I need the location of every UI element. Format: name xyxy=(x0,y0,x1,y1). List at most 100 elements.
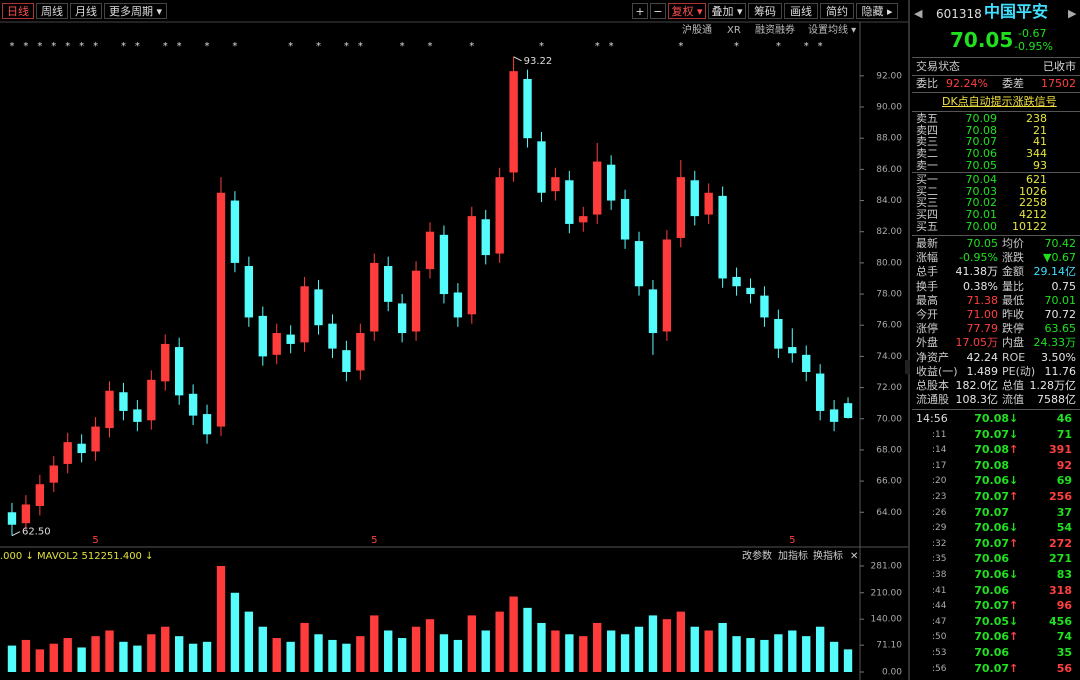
stat-label: 总手 xyxy=(916,265,938,279)
period-tab[interactable]: 日线 xyxy=(2,3,34,19)
toolbar-button[interactable]: + xyxy=(632,3,648,19)
sub-button[interactable]: 融资融券 xyxy=(755,25,795,36)
volume-bar xyxy=(815,626,825,672)
event-marker: * xyxy=(316,41,321,52)
stat-label: 流通股 xyxy=(916,393,949,407)
price: 70.05 xyxy=(950,28,1014,52)
toolbar-button[interactable]: 筹码 xyxy=(748,3,782,19)
event-marker: * xyxy=(121,41,126,52)
stat-label: 均价 xyxy=(1002,237,1024,250)
volume-button[interactable]: 改参数 xyxy=(742,549,772,562)
book-label: 买四 xyxy=(916,208,938,222)
candle-body xyxy=(7,512,17,525)
candle-body xyxy=(634,241,644,287)
volume-bar xyxy=(774,634,783,672)
y-tick-label: 68.00 xyxy=(876,445,902,455)
tick-price: 70.08 xyxy=(974,458,1009,472)
tick-direction: ↓ xyxy=(1009,614,1019,628)
tick-price: 70.06 xyxy=(974,521,1009,535)
volume-bar xyxy=(105,630,114,672)
annotation-line xyxy=(513,56,522,62)
stat-value: 11.76 xyxy=(1044,364,1077,378)
nav-prev[interactable]: ◀ xyxy=(914,7,923,20)
volume-bar xyxy=(258,626,267,672)
volume-button[interactable]: 加指标 xyxy=(778,549,808,562)
event-marker: * xyxy=(804,41,809,52)
volume-bar xyxy=(175,636,184,672)
tick-direction: ↑ xyxy=(1009,599,1019,613)
volume-bar xyxy=(509,596,518,672)
event-marker: * xyxy=(205,41,210,52)
stat-value: 63.65 xyxy=(1044,322,1077,336)
volume-button[interactable]: 换指标 xyxy=(813,549,843,562)
tick-time: :41 xyxy=(932,585,947,596)
volume-button[interactable]: ✕ xyxy=(850,551,858,562)
divider xyxy=(912,92,1080,93)
tick-time: :47 xyxy=(932,616,947,627)
candle-body xyxy=(147,379,156,421)
stat-value: 7588亿 xyxy=(1037,393,1076,407)
candle-body xyxy=(774,318,783,349)
y-tick-label: 88.00 xyxy=(876,134,902,144)
book-label: 卖五 xyxy=(916,112,938,125)
nav-next[interactable]: ▶ xyxy=(1068,7,1077,20)
stat-value: 70.72 xyxy=(1044,308,1077,321)
event-marker: * xyxy=(177,41,182,52)
book-label: 卖三 xyxy=(916,135,938,149)
tick-time: :11 xyxy=(932,429,947,440)
candle-body xyxy=(258,315,267,357)
signal-link[interactable]: DK点自动提示涨跌信号 xyxy=(942,95,1057,108)
toolbar-button[interactable]: 画线 xyxy=(784,3,818,19)
volume-bar xyxy=(606,630,616,672)
divider xyxy=(912,172,1080,173)
toolbar-button[interactable]: 简约 xyxy=(820,3,854,19)
tick-price: 70.06 xyxy=(974,474,1009,488)
collapse-handle[interactable] xyxy=(905,360,910,374)
event-marker: * xyxy=(344,41,349,52)
volume-bar xyxy=(397,638,407,672)
tick-time: :23 xyxy=(932,492,947,502)
volume-bar xyxy=(802,636,811,672)
toolbar-button[interactable]: 复权 ▾ xyxy=(668,3,706,19)
sub-button[interactable]: 沪股通 xyxy=(682,25,712,36)
tick-price: 70.06 xyxy=(974,583,1009,597)
candle-body xyxy=(188,393,198,416)
candle-body xyxy=(244,266,254,318)
candle-body xyxy=(579,216,588,223)
candle-body xyxy=(606,164,616,201)
y-tick-label: 140.00 xyxy=(871,615,903,625)
candle-body xyxy=(718,195,727,279)
divider xyxy=(912,235,1080,236)
volume-bar xyxy=(188,643,198,672)
candle-body xyxy=(690,180,699,217)
sub-button[interactable]: XR xyxy=(727,25,741,36)
candle-body xyxy=(384,266,393,302)
tick-price: 70.07 xyxy=(974,505,1009,519)
sub-button[interactable]: 设置均线 ▾ xyxy=(808,25,857,36)
event-marker: * xyxy=(51,41,56,52)
tick-volume: 318 xyxy=(1049,583,1072,597)
event-marker: * xyxy=(135,41,140,52)
candle-body xyxy=(35,484,45,507)
stat-label: 最新 xyxy=(916,237,938,250)
volume-bar xyxy=(662,619,672,672)
period-tab[interactable]: 更多周期 ▾ xyxy=(104,3,168,19)
stat-value: 41.38万 xyxy=(955,265,999,279)
period-tab[interactable]: 月线 xyxy=(70,3,102,19)
stat-value: 71.38 xyxy=(966,293,999,307)
toolbar-button[interactable]: 叠加 ▾ xyxy=(708,3,746,19)
tick-direction: ↑ xyxy=(1009,630,1019,644)
volume-bar xyxy=(439,634,449,672)
period-tab[interactable]: 周线 xyxy=(36,3,68,19)
stat-label: 跌停 xyxy=(1002,322,1024,336)
stat-label: 今开 xyxy=(916,308,938,321)
toolbar-button[interactable]: − xyxy=(650,3,666,19)
candle-body xyxy=(175,347,184,396)
volume-bar xyxy=(732,636,741,672)
stat-label: 最低 xyxy=(1002,293,1024,307)
tick-volume: 271 xyxy=(1049,552,1072,566)
tick-volume: 46 xyxy=(1056,412,1072,425)
divider xyxy=(912,111,1080,112)
toolbar-button[interactable]: 隐藏 ▸ xyxy=(856,3,898,19)
